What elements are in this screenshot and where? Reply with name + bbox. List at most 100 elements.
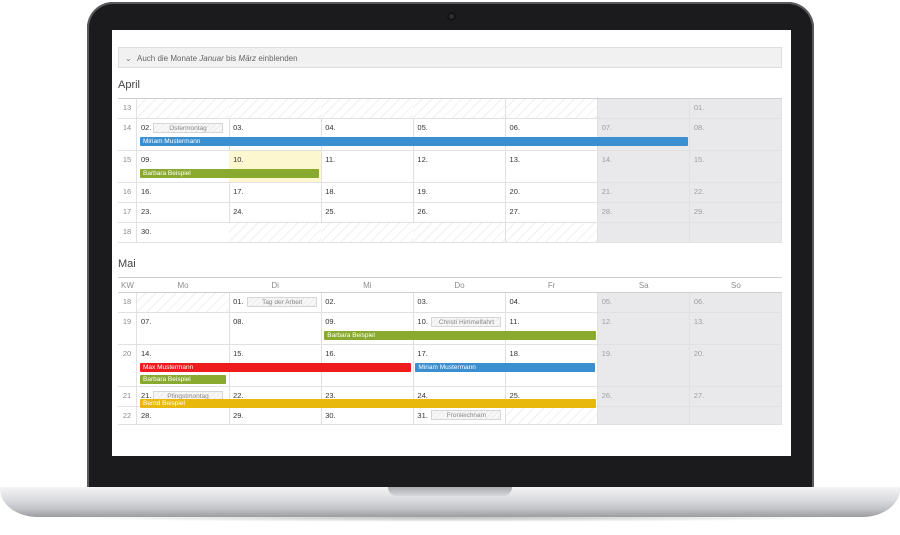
week-number-label: 22 (122, 411, 132, 420)
day-cell[interactable] (229, 223, 322, 243)
day-number: 22. (233, 391, 244, 400)
day-cell[interactable] (413, 99, 507, 119)
day-cell[interactable]: 15. (689, 151, 783, 183)
webcam-icon (447, 12, 456, 21)
day-cell[interactable]: 13. (689, 313, 783, 345)
day-cell[interactable]: 28. (137, 407, 230, 425)
day-cell[interactable]: 01. (229, 293, 322, 313)
day-number: 02. (325, 297, 336, 306)
day-cell[interactable] (597, 223, 691, 243)
day-cell[interactable]: 20. (505, 183, 599, 203)
day-number: 09. (141, 155, 152, 164)
day-cell[interactable]: 10. (413, 313, 507, 345)
day-cell[interactable]: 04. (321, 119, 414, 151)
week-number-label: 14 (122, 123, 132, 132)
day-number: 25. (325, 207, 336, 216)
day-cell[interactable]: 24. (229, 203, 322, 223)
day-cell[interactable]: 11. (321, 151, 414, 183)
week-number: 21 (118, 387, 137, 407)
day-cell[interactable]: 29. (229, 407, 322, 425)
day-cell[interactable]: 27. (689, 387, 783, 407)
show-months-label: Auch die Monate Januar bis März einblend… (137, 54, 298, 63)
day-cell[interactable]: 04. (505, 293, 599, 313)
day-cell[interactable]: 19. (597, 345, 691, 387)
day-cell[interactable] (505, 99, 599, 119)
day-cell[interactable]: 10. (229, 151, 322, 183)
event-bar[interactable]: Miriam Mustermann (415, 363, 595, 372)
day-cell[interactable]: 20. (689, 345, 783, 387)
day-cell[interactable]: 05. (413, 119, 507, 151)
week-number-label: 18 (122, 297, 132, 306)
day-cell[interactable] (505, 223, 599, 243)
day-cell[interactable]: 13. (505, 151, 599, 183)
day-number: 20. (693, 349, 705, 358)
day-cell[interactable]: 02. (137, 119, 230, 151)
day-cell[interactable]: 06. (505, 119, 599, 151)
day-cell[interactable]: 28. (597, 203, 691, 223)
day-cell[interactable]: 05. (597, 293, 691, 313)
day-cell[interactable]: 11. (505, 313, 599, 345)
day-cell[interactable]: 18. (505, 345, 599, 387)
day-cell[interactable]: 16. (137, 183, 230, 203)
day-cell[interactable]: 18. (321, 183, 414, 203)
day-cell[interactable]: 27. (505, 203, 599, 223)
day-cell[interactable]: 12. (597, 313, 691, 345)
day-cell[interactable]: 23. (137, 203, 230, 223)
day-cell[interactable] (321, 99, 414, 119)
day-cell[interactable]: 01. (689, 99, 783, 119)
day-number: 06. (693, 297, 705, 306)
day-cell[interactable]: 07. (597, 119, 691, 151)
event-bar[interactable]: Barbara Beispiel (324, 331, 596, 340)
event-bar[interactable]: Barbara Beispiel (140, 169, 320, 178)
day-cell[interactable] (229, 99, 322, 119)
day-cell[interactable]: 16. (321, 345, 414, 387)
day-cell[interactable] (137, 99, 230, 119)
day-cell[interactable]: 07. (137, 313, 230, 345)
calendar-screen: ⌄ Auch die Monate Januar bis März einble… (112, 30, 791, 456)
event-bar[interactable]: Barbara Beispiel (140, 375, 227, 384)
day-cell[interactable] (505, 407, 599, 425)
day-number: 14. (601, 155, 613, 164)
event-bar[interactable]: Max Mustermann (140, 363, 412, 372)
day-cell[interactable] (321, 223, 414, 243)
day-number: 30. (141, 227, 152, 236)
day-cell[interactable]: 12. (413, 151, 507, 183)
day-cell[interactable] (413, 223, 507, 243)
day-number: 07. (601, 123, 613, 132)
day-cell[interactable]: 03. (413, 293, 507, 313)
day-cell[interactable]: 30. (137, 223, 230, 243)
day-cell[interactable]: 14. (597, 151, 691, 183)
day-cell[interactable]: 06. (689, 293, 783, 313)
day-cell[interactable]: 03. (229, 119, 322, 151)
day-cell[interactable]: 22. (689, 183, 783, 203)
day-number: 09. (325, 317, 336, 326)
month-title-april: April (118, 79, 141, 91)
day-cell[interactable] (597, 407, 691, 425)
day-cell[interactable]: 25. (321, 203, 414, 223)
day-cell[interactable]: 31. (413, 407, 507, 425)
day-cell[interactable]: 21. (597, 183, 691, 203)
day-cell[interactable]: 08. (229, 313, 322, 345)
day-cell[interactable] (689, 223, 783, 243)
day-cell[interactable] (137, 293, 230, 313)
day-cell[interactable]: 02. (321, 293, 414, 313)
day-cell[interactable] (597, 99, 691, 119)
day-cell[interactable]: 08. (689, 119, 783, 151)
day-cell[interactable]: 17. (229, 183, 322, 203)
event-bar[interactable]: Bernd Beispiel (140, 399, 596, 408)
day-cell[interactable]: 29. (689, 203, 783, 223)
day-cell[interactable]: 19. (413, 183, 507, 203)
day-cell[interactable]: 26. (413, 203, 507, 223)
day-cell[interactable]: 09. (321, 313, 414, 345)
day-number: 27. (509, 207, 520, 216)
day-cell[interactable]: 09. (137, 151, 230, 183)
event-bar[interactable]: Miriam Mustermann (140, 137, 688, 146)
week-number: 17 (118, 203, 137, 223)
day-cell[interactable] (689, 407, 783, 425)
show-months-toggle[interactable]: ⌄ Auch die Monate Januar bis März einble… (118, 47, 782, 68)
holiday-label: Tag der Arbeit (247, 297, 318, 307)
day-cell[interactable]: 26. (597, 387, 691, 407)
week-number: 16 (118, 183, 137, 203)
day-cell[interactable]: 30. (321, 407, 414, 425)
day-number: 17. (233, 187, 244, 196)
